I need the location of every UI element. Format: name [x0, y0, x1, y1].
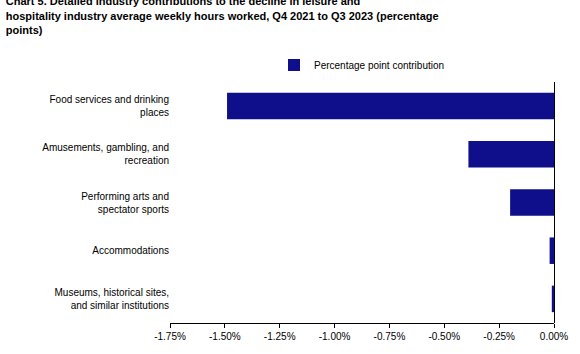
- svg-text:Food services and drinkingplac: Food services and drinkingplaces: [49, 94, 169, 118]
- svg-text:0.00%: 0.00%: [540, 331, 568, 342]
- svg-text:-0.50%: -0.50%: [428, 331, 460, 342]
- svg-text:-1.25%: -1.25%: [264, 331, 296, 342]
- svg-text:Amusements, gambling, andrecre: Amusements, gambling, andrecreation: [42, 142, 169, 166]
- svg-text:-0.75%: -0.75%: [374, 331, 406, 342]
- svg-text:Museums, historical sites,and: Museums, historical sites,and similar in…: [55, 287, 169, 311]
- svg-text:-1.75%: -1.75%: [154, 331, 186, 342]
- svg-text:Percentage point contribution: Percentage point contribution: [314, 60, 444, 71]
- svg-text:-0.25%: -0.25%: [483, 331, 515, 342]
- svg-text:Performing arts andspectator s: Performing arts andspectator sports: [81, 191, 169, 215]
- svg-text:-1.50%: -1.50%: [209, 331, 241, 342]
- svg-text:-1.00%: -1.00%: [319, 331, 351, 342]
- svg-text:Accommodations: Accommodations: [92, 245, 169, 256]
- svg-text:Chart 5. Detailed industry con: Chart 5. Detailed industry contributions…: [6, 0, 439, 36]
